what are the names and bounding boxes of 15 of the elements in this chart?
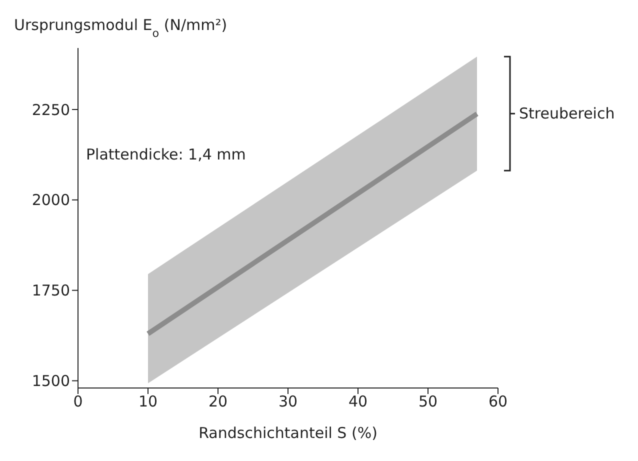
x-axis-title: Randschichtanteil S (%)	[198, 424, 378, 442]
y-tick-label: 2250	[32, 100, 70, 119]
y-axis-title: Ursprungsmodul E$_{o}$ (N/mm²)	[14, 16, 228, 40]
x-tick-label: 30	[278, 392, 298, 411]
y-tick-label: 1500	[32, 372, 70, 390]
text: Streubereich	[519, 104, 615, 123]
x-tick-label: 40	[348, 392, 368, 411]
y-tick-label: 1750	[32, 282, 70, 300]
x-tick-label: 60	[488, 392, 508, 411]
x-tick-label: 50	[418, 392, 438, 411]
x-tick-label: 20	[208, 392, 228, 411]
x-tick-label: 10	[138, 392, 158, 411]
y-tick-label: 2000	[32, 191, 70, 210]
x-tick-label: 0	[73, 392, 83, 411]
annotation: Plattendicke: 1,4 mm	[86, 145, 246, 164]
